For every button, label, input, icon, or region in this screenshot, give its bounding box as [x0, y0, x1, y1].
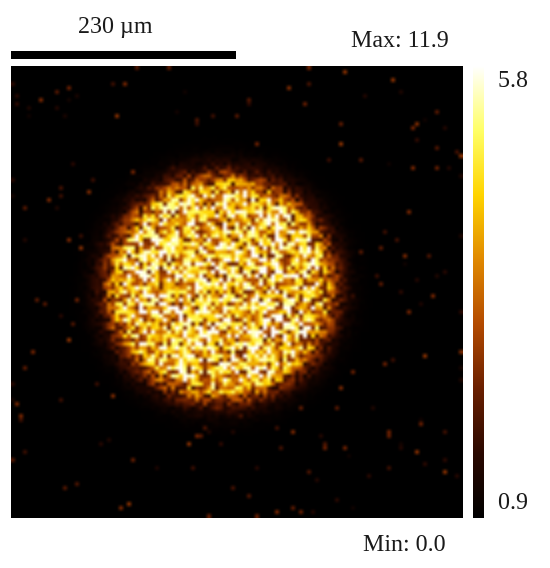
colorbar-min-label: 0.9	[498, 488, 528, 516]
scale-bar-label: 230 µm	[78, 12, 153, 40]
min-value-label: Min: 0.0	[363, 530, 446, 558]
scale-bar	[11, 51, 236, 59]
max-value-label: Max: 11.9	[351, 26, 449, 54]
intensity-map-image	[11, 66, 463, 518]
colorbar	[473, 66, 484, 518]
colorbar-max-label: 5.8	[498, 66, 528, 94]
intensity-map-canvas	[11, 66, 463, 518]
